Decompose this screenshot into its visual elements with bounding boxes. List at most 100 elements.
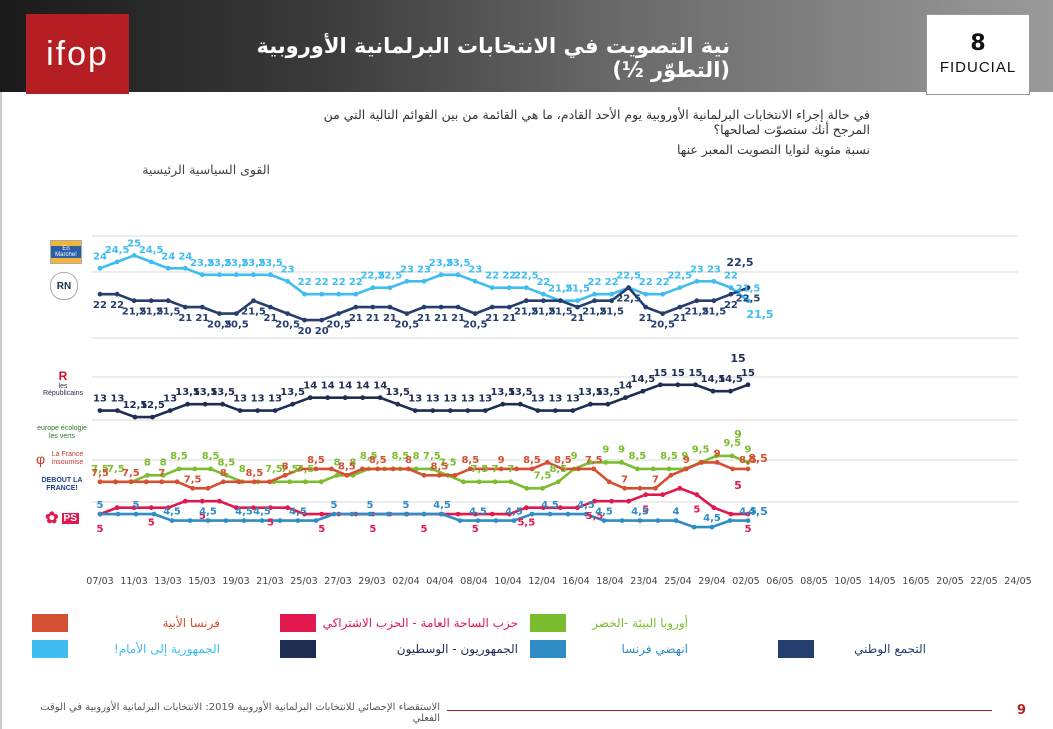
x-tick-label: 21/03: [256, 576, 283, 587]
value-label-lr: 13: [461, 394, 475, 405]
value-label-ps: 5,5: [586, 511, 604, 522]
value-label-ps: 5: [421, 524, 428, 535]
series-point-dlf: [529, 511, 535, 517]
phi-icon: φ: [36, 451, 46, 467]
ifop-logo-text: ifop: [46, 34, 109, 73]
series-point-lfi: [251, 479, 257, 485]
series-point-ps: [626, 498, 631, 504]
value-label-lrem: 22: [724, 271, 738, 282]
series-point-ps: [660, 492, 666, 498]
value-label-eelv: 7,5: [423, 451, 441, 462]
series-point-lfi: [467, 466, 473, 472]
series-point-ps: [319, 511, 325, 517]
value-label-eelv: 9,5: [723, 438, 741, 449]
series-point-eelv: [318, 479, 324, 485]
value-label-dlf: 4,5: [433, 500, 451, 511]
series-point-lr: [412, 408, 418, 413]
lrem-logo-text: En Marche!: [51, 246, 81, 258]
series-point-lfi: [313, 466, 319, 472]
value-label-lrem: 25: [127, 238, 141, 249]
value-label-eelv: 7,5: [439, 457, 457, 468]
series-point-lfi: [699, 460, 705, 465]
lfi-logo: φ La France insoumise: [36, 448, 88, 470]
series-point-ps: [506, 511, 512, 517]
series-point-lrem: [643, 291, 649, 297]
series-point-rn: [643, 304, 649, 310]
value-label-lr: 14: [373, 381, 387, 392]
series-point-lfi: [437, 472, 442, 478]
series-point-lr: [150, 414, 155, 420]
value-label-rn: 21,5: [582, 307, 607, 318]
series-point-lrem: [302, 291, 307, 297]
series-point-lfi: [406, 466, 411, 472]
value-label-dlf: 4,5: [289, 507, 307, 518]
value-label-lr: 13,5: [508, 387, 533, 398]
series-point-lr: [202, 401, 208, 407]
value-label-lr: 13: [478, 394, 492, 405]
series-point-ps: [609, 498, 614, 504]
x-tick-label: 02/04: [392, 576, 419, 587]
series-point-lrem: [387, 285, 393, 291]
series-point-rn: [148, 298, 154, 304]
value-label-eelv: 9: [571, 451, 578, 462]
series-point-dlf: [637, 518, 643, 523]
value-label-lrem: 22: [332, 277, 346, 288]
series-point-lfi: [375, 466, 381, 472]
value-label-lfi: 8,5: [338, 461, 356, 472]
series-point-lfi: [514, 466, 519, 472]
value-label-rn: 20,5: [463, 320, 488, 331]
lr-logo: R les Républicains: [42, 368, 84, 398]
end-label-lrem: 21,5: [746, 308, 773, 321]
series-point-dlf: [745, 518, 751, 523]
value-label-eelv: 7,5: [281, 464, 299, 475]
series-point-lrem: [97, 265, 103, 271]
series-point-ps: [148, 505, 154, 511]
series-point-rn: [165, 298, 171, 304]
value-label-lfi: 9: [683, 455, 690, 466]
series-point-lr: [500, 401, 506, 407]
value-label-lfi: 7,5: [585, 455, 603, 466]
series-point-rn: [199, 304, 205, 310]
value-label-rn: 20,5: [395, 320, 420, 331]
lr-logo-text: les Républicains: [42, 383, 84, 397]
series-point-rn: [404, 311, 410, 316]
value-label-lr: 14: [338, 381, 352, 392]
value-label-lr: 13: [408, 394, 422, 405]
series-point-lrem: [182, 265, 188, 271]
legend-swatch: [280, 640, 316, 658]
dlf-logo-text: DEBOUT LA FRANCE!: [41, 477, 83, 492]
series-point-lfi: [143, 479, 149, 485]
page-title: نية التصويت في الانتخابات البرلمانية الأ…: [256, 34, 730, 82]
series-point-lr: [710, 388, 716, 394]
value-label-lr: 14,5: [718, 374, 743, 385]
series-point-ps: [558, 505, 563, 511]
series-point-lrem: [234, 272, 239, 278]
series-point-lr: [360, 395, 366, 401]
series-point-rn: [541, 298, 546, 304]
series-point-lfi: [745, 466, 751, 472]
chart-subtitle: نسبة مئوية لنوايا التصويت المعبر عنها: [677, 142, 870, 157]
series-point-lr: [570, 408, 576, 413]
series-point-rn: [575, 304, 580, 310]
value-label-lr: 13: [566, 394, 580, 405]
series-point-lrem: [217, 272, 222, 278]
value-label-rn: 21,5: [122, 307, 147, 318]
value-label-ps: 5: [642, 505, 649, 516]
value-label-lfi: 7: [621, 474, 628, 485]
series-point-lrem: [148, 259, 154, 265]
series-point-lrem: [455, 272, 461, 278]
value-label-lfi: 7,5: [122, 468, 140, 479]
series-point-dlf: [601, 518, 607, 523]
series-point-lr: [605, 401, 611, 407]
series-point-rn: [728, 291, 734, 297]
series-point-lfi: [560, 466, 566, 472]
x-tick-label: 14/05: [868, 576, 895, 587]
value-label-eelv: 8: [413, 451, 420, 462]
legend-swatch: [778, 640, 814, 658]
series-point-rn: [421, 304, 427, 310]
series-point-eelv: [461, 479, 466, 485]
value-label-eelv: 7,5: [470, 464, 488, 475]
page-number: 9: [1017, 703, 1027, 718]
value-label-lr: 13: [548, 394, 562, 405]
